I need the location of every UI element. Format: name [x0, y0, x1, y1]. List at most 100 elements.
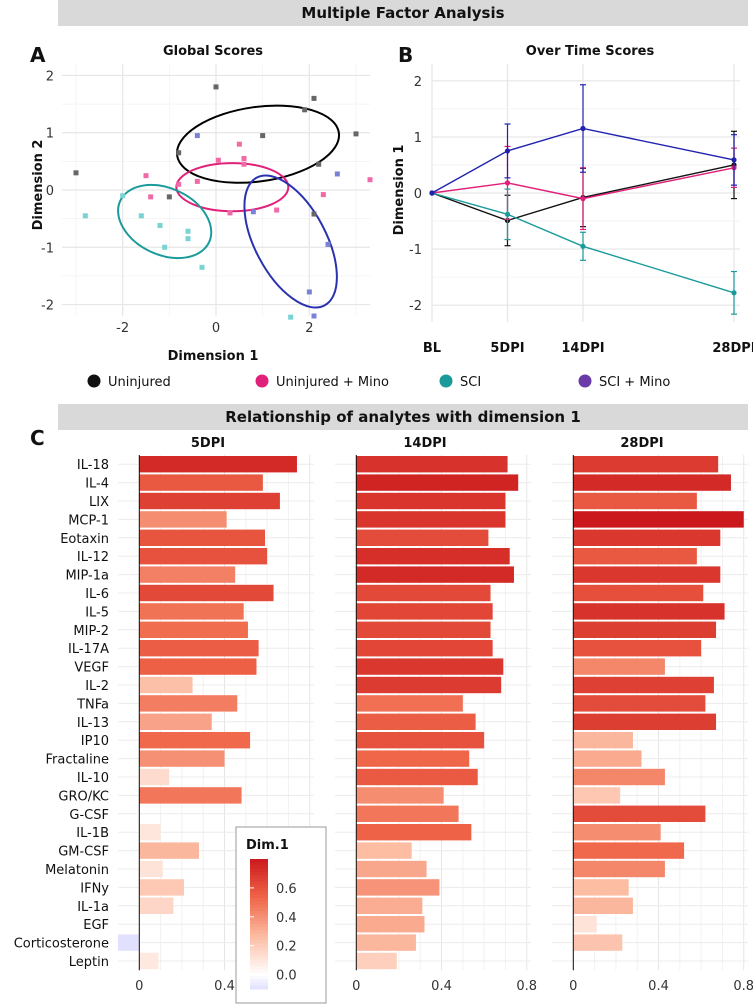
- scatter-point: [260, 133, 266, 139]
- colorbar-step: [250, 901, 268, 906]
- analyte-bar: [139, 695, 238, 712]
- analyte-bar: [573, 916, 597, 933]
- analyte-bar: [139, 566, 236, 583]
- colorbar-step: [250, 924, 268, 928]
- analyte-bar: [356, 456, 508, 473]
- analyte-bar: [139, 787, 242, 804]
- legend-item: SCI + Mino: [578, 374, 670, 390]
- analyte-label: MIP-2: [73, 624, 109, 639]
- colorbar-step: [250, 862, 268, 867]
- analyte-bar-facets: IL-18 IL-4 LIX MCP-1 Eotaxin IL-12 MIP-1a IL-6 I…: [14, 436, 753, 994]
- scatter-point: [302, 107, 308, 113]
- facet-title: 28DPI: [620, 436, 663, 451]
- colorbar-step: [250, 930, 268, 935]
- analyte-label: IL-2: [85, 679, 109, 694]
- analyte-bar: [356, 492, 506, 510]
- colorbar-step: [250, 859, 268, 863]
- analyte-bar: [139, 640, 259, 657]
- colorbar-step: [250, 946, 268, 951]
- middle-banner-title: Relationship of analytes with dimension …: [225, 408, 581, 426]
- analyte-bar: [573, 456, 719, 473]
- analyte-bar: [356, 750, 470, 767]
- analyte-bar: [573, 750, 642, 767]
- scatter-x-axis-title: Dimension 1: [168, 349, 259, 364]
- colorbar-step: [250, 959, 268, 964]
- legend-swatch: [255, 374, 269, 388]
- analyte-bar: [573, 879, 629, 896]
- scatter-point: [176, 150, 182, 156]
- scatter-x-tick-label: 0: [212, 321, 220, 336]
- colorbar-step: [250, 894, 268, 899]
- analyte-label: VEGF: [74, 661, 109, 676]
- facet-title: 14DPI: [403, 436, 446, 451]
- colorbar-tick-label: 0.4: [276, 911, 297, 926]
- colorbar-step: [250, 937, 268, 941]
- scatter-point: [157, 223, 163, 229]
- analyte-bar: [356, 548, 510, 565]
- legend-swatch: [439, 374, 453, 388]
- scatter-x-tick-label: 2: [305, 321, 313, 336]
- analyte-bar: [356, 529, 489, 546]
- scatter-point: [185, 228, 191, 234]
- legend-swatch: [578, 374, 592, 388]
- analyte-bar: [573, 603, 725, 620]
- scatter-point: [166, 194, 172, 200]
- analyte-label: IL-17A: [68, 642, 109, 657]
- line-x-tick-label: BL: [423, 341, 441, 356]
- scatter-y-tick-label: 0: [46, 184, 54, 199]
- colorbar-step: [250, 907, 268, 912]
- analyte-bar: [573, 584, 704, 602]
- scatter-point: [320, 192, 326, 198]
- analyte-bar: [139, 879, 185, 896]
- scatter-point: [274, 207, 280, 213]
- analyte-bar: [139, 732, 251, 749]
- analyte-bar: [356, 879, 440, 896]
- bar-x-tick-label: 0: [135, 979, 143, 994]
- series-line: [431, 127, 735, 194]
- analyte-bar: [356, 805, 459, 822]
- line-chart-title: Over Time Scores: [526, 44, 655, 59]
- scatter-point: [241, 156, 247, 161]
- line-y-tick-label: 2: [414, 75, 422, 90]
- analyte-bar: [573, 529, 721, 546]
- analyte-bar: [139, 676, 193, 694]
- line-x-tick-label: 14DPI: [561, 341, 604, 356]
- scatter-title: Global Scores: [163, 44, 263, 59]
- analyte-bar: [356, 897, 423, 914]
- scatter-point: [311, 211, 317, 217]
- colorbar-step: [250, 953, 268, 958]
- analyte-bar: [356, 952, 397, 970]
- panel-letter-c: C: [30, 426, 45, 450]
- scatter-y-axis-title: Dimension 2: [31, 140, 46, 231]
- colorbar-step: [250, 911, 268, 915]
- colorbar-step: [250, 933, 268, 938]
- series-point: [731, 157, 737, 163]
- analyte-bar: [139, 768, 170, 786]
- analyte-bar: [139, 842, 199, 859]
- top-banner-title: Multiple Factor Analysis: [301, 4, 504, 22]
- line-y-tick-label: -2: [409, 299, 422, 314]
- analyte-bar: [139, 658, 257, 675]
- analyte-bar: [139, 529, 265, 546]
- series-point: [504, 180, 511, 186]
- analyte-bar: [573, 492, 697, 510]
- colorbar-step: [250, 881, 268, 886]
- colorbar-step: [250, 914, 268, 919]
- analyte-bar: [573, 621, 717, 638]
- line-y-axis-title: Dimension 1: [392, 145, 407, 236]
- series-point: [731, 290, 737, 296]
- analyte-bar: [573, 768, 665, 786]
- colorbar-step: [250, 985, 268, 990]
- analyte-label: TNFa: [76, 697, 109, 712]
- colorbar-step: [250, 885, 268, 889]
- scatter-point: [250, 209, 256, 215]
- confidence-ellipse: [117, 183, 213, 260]
- colorbar-step: [250, 969, 268, 974]
- scatter-y-tick-label: 1: [46, 127, 54, 142]
- analyte-bar: [573, 566, 721, 583]
- analyte-bar: [356, 916, 425, 933]
- colorbar-step: [250, 878, 268, 883]
- line-y-tick-label: -1: [409, 243, 422, 258]
- legend-label: SCI: [460, 375, 481, 390]
